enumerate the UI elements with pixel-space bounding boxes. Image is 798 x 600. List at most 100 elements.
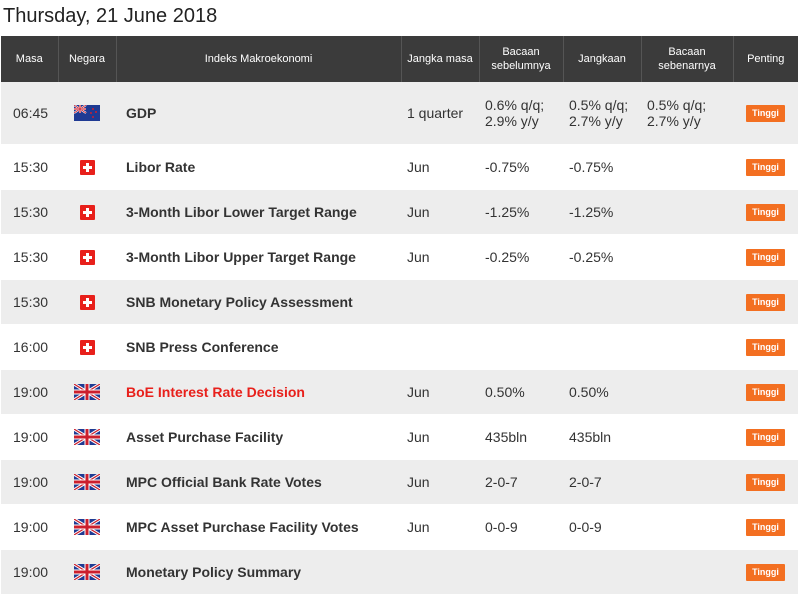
event-time: 19:00 [1, 549, 58, 595]
uk-flag-icon [74, 518, 100, 536]
country-cell [58, 234, 116, 280]
importance-cell: Tinggi [733, 189, 798, 235]
importance-cell: Tinggi [733, 144, 798, 190]
forecast-value: 0.50% [563, 369, 641, 415]
period-value: 1 quarter [401, 82, 479, 145]
previous-value: 0.50% [479, 369, 563, 415]
nz-flag-icon [74, 104, 100, 122]
indicator-name[interactable]: MPC Asset Purchase Facility Votes [116, 504, 401, 550]
actual-value [641, 504, 733, 550]
indicator-name[interactable]: 3-Month Libor Upper Target Range [116, 234, 401, 280]
actual-value [641, 459, 733, 505]
importance-badge: Tinggi [746, 429, 785, 446]
country-cell [58, 504, 116, 550]
uk-flag-icon [74, 383, 100, 401]
indicator-name[interactable]: 3-Month Libor Lower Target Range [116, 189, 401, 235]
actual-value [641, 549, 733, 595]
table-row[interactable]: 15:30 3-Month Libor Upper Target Range Jun… [1, 234, 798, 280]
event-time: 19:00 [1, 369, 58, 415]
forecast-value: 2-0-7 [563, 459, 641, 505]
table-row[interactable]: 19:00 BoE Interest Rate Decision Jun 0.50% 0… [1, 369, 798, 415]
header-country: Negara [58, 36, 117, 82]
table-row[interactable]: 15:30 Libor Rate Jun -0.75% -0.75% Tinggi [1, 144, 798, 190]
country-cell [58, 279, 116, 325]
forecast-value [563, 324, 641, 370]
indicator-name[interactable]: GDP [116, 82, 401, 145]
table-row[interactable]: 19:00 MPC Official Bank Rate Votes Jun 2-0-… [1, 459, 798, 505]
period-value: Jun [401, 504, 479, 550]
importance-cell: Tinggi [733, 234, 798, 280]
previous-value: -0.75% [479, 144, 563, 190]
importance-badge: Tinggi [746, 519, 785, 536]
country-cell [58, 189, 116, 235]
country-cell [58, 369, 116, 415]
uk-flag-icon [74, 473, 100, 491]
actual-value [641, 279, 733, 325]
table-row[interactable]: 06:45 GDP 1 quarter 0.6% q/q; 2.9% y/y 0.5% … [1, 82, 798, 145]
actual-value: 0.5% q/q; 2.7% y/y [641, 82, 733, 145]
actual-value [641, 234, 733, 280]
importance-badge: Tinggi [746, 249, 785, 266]
forecast-value: 435bln [563, 414, 641, 460]
previous-value: -0.25% [479, 234, 563, 280]
indicator-name[interactable]: Asset Purchase Facility [116, 414, 401, 460]
actual-value [641, 144, 733, 190]
table-row[interactable]: 19:00 MPC Asset Purchase Facility Votes Ju… [1, 504, 798, 550]
header-indicator: Indeks Makroekonomi [116, 36, 402, 82]
period-value: Jun [401, 234, 479, 280]
forecast-value: 0-0-9 [563, 504, 641, 550]
previous-value [479, 549, 563, 595]
previous-value: 2-0-7 [479, 459, 563, 505]
header-time: Masa [1, 36, 59, 82]
event-time: 06:45 [1, 82, 58, 145]
actual-value [641, 369, 733, 415]
header-previous: Bacaan sebelumnya [479, 36, 564, 82]
importance-cell: Tinggi [733, 279, 798, 325]
forecast-value [563, 549, 641, 595]
indicator-name[interactable]: Monetary Policy Summary [116, 549, 401, 595]
table-header-row: Masa Negara Indeks Makroekonomi Jangka m… [1, 36, 798, 82]
uk-flag-icon [74, 563, 100, 581]
table-row[interactable]: 16:00 SNB Press Conference Tinggi [1, 324, 798, 370]
importance-badge: Tinggi [746, 294, 785, 311]
economic-calendar-table: Masa Negara Indeks Makroekonomi Jangka m… [1, 36, 798, 595]
country-cell [58, 459, 116, 505]
header-actual: Bacaan sebenarnya [641, 36, 734, 82]
table-row[interactable]: 19:00 Monetary Policy Summary Tinggi [1, 549, 798, 595]
table-row[interactable]: 15:30 SNB Monetary Policy Assessment Tingg… [1, 279, 798, 325]
importance-badge: Tinggi [746, 159, 785, 176]
event-time: 15:30 [1, 189, 58, 235]
event-time: 19:00 [1, 504, 58, 550]
indicator-name[interactable]: SNB Monetary Policy Assessment [116, 279, 401, 325]
forecast-value [563, 279, 641, 325]
previous-value: -1.25% [479, 189, 563, 235]
importance-cell: Tinggi [733, 549, 798, 595]
importance-cell: Tinggi [733, 369, 798, 415]
previous-value: 0.6% q/q; 2.9% y/y [479, 82, 563, 145]
event-time: 15:30 [1, 279, 58, 325]
actual-value [641, 324, 733, 370]
forecast-value: -0.25% [563, 234, 641, 280]
indicator-name[interactable]: SNB Press Conference [116, 324, 401, 370]
table-row[interactable]: 19:00 Asset Purchase Facility Jun 435bln 435… [1, 414, 798, 460]
period-value [401, 324, 479, 370]
table-row[interactable]: 15:30 3-Month Libor Lower Target Range Jun… [1, 189, 798, 235]
event-time: 15:30 [1, 144, 58, 190]
event-time: 19:00 [1, 414, 58, 460]
importance-cell: Tinggi [733, 324, 798, 370]
swiss-flag-icon [79, 203, 95, 220]
actual-value [641, 414, 733, 460]
importance-badge: Tinggi [746, 204, 785, 221]
event-time: 16:00 [1, 324, 58, 370]
indicator-name[interactable]: BoE Interest Rate Decision [116, 369, 401, 415]
actual-value [641, 189, 733, 235]
period-value: Jun [401, 144, 479, 190]
previous-value [479, 279, 563, 325]
indicator-name[interactable]: MPC Official Bank Rate Votes [116, 459, 401, 505]
period-value [401, 279, 479, 325]
forecast-value: 0.5% q/q; 2.7% y/y [563, 82, 641, 145]
swiss-flag-icon [79, 248, 95, 265]
swiss-flag-icon [79, 338, 95, 355]
indicator-name[interactable]: Libor Rate [116, 144, 401, 190]
period-value: Jun [401, 414, 479, 460]
